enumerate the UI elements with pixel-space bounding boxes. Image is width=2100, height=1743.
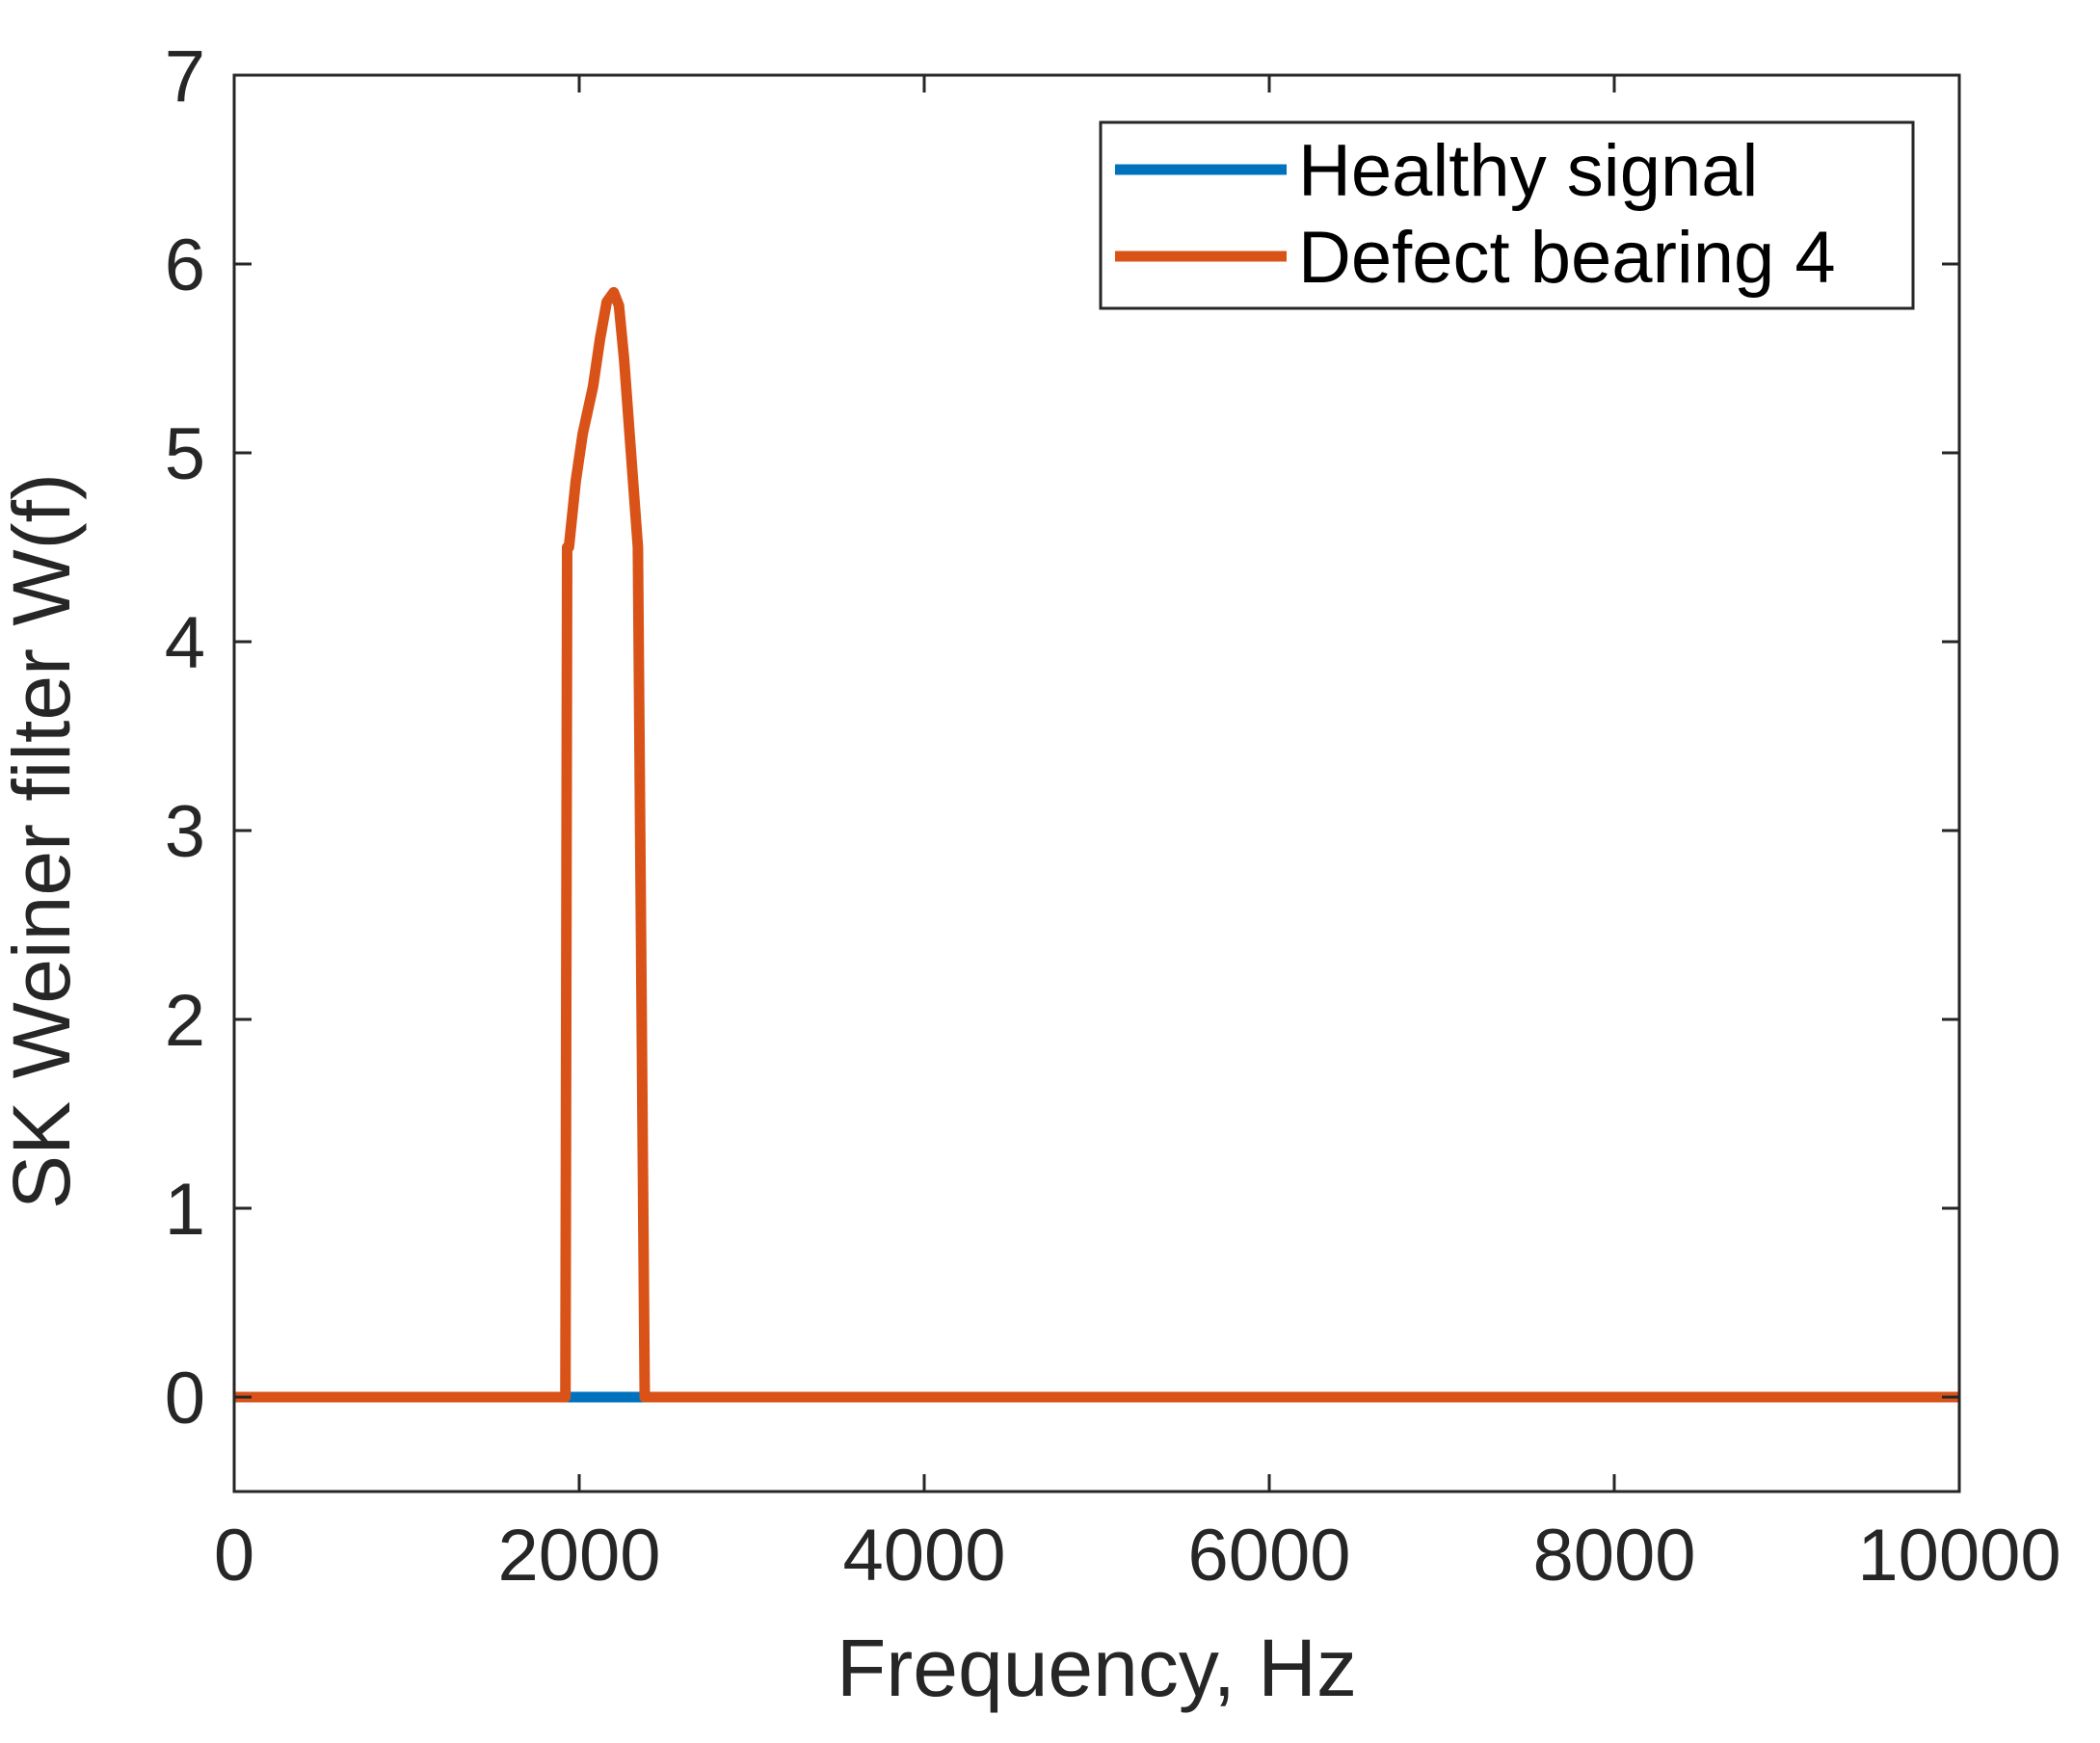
series-layer <box>234 286 1959 1403</box>
x-tick-label: 10000 <box>1857 1515 2060 1597</box>
y-tick-label: 3 <box>165 791 205 873</box>
y-tick-label: 6 <box>165 224 205 306</box>
y-tick-label: 4 <box>165 602 205 684</box>
y-tick-label: 7 <box>165 36 205 118</box>
series-line-2 <box>234 286 1959 1403</box>
legend-label-2: Defect bearing 4 <box>1298 217 1836 299</box>
ticks-layer: 0 2000 4000 6000 8000 10000 0 1 2 3 4 5 6 7 <box>165 36 2061 1597</box>
x-tick-label: 8000 <box>1532 1515 1695 1597</box>
x-tick-label: 0 <box>214 1515 254 1597</box>
x-tick-label: 6000 <box>1187 1515 1350 1597</box>
y-tick-label: 5 <box>165 413 205 495</box>
legend-label-1: Healthy signal <box>1298 130 1758 212</box>
y-axis-label: SK Weiner filter W(f) <box>0 473 87 1209</box>
y-tick-label: 2 <box>165 980 205 1062</box>
y-tick-label: 1 <box>165 1169 205 1251</box>
x-tick-label: 4000 <box>842 1515 1005 1597</box>
x-tick-label: 2000 <box>497 1515 660 1597</box>
x-axis-label: Frequency, Hz <box>837 1623 1357 1713</box>
axes-box <box>232 73 1961 1493</box>
legend-box <box>1099 120 1915 310</box>
y-tick-label: 0 <box>165 1358 205 1439</box>
